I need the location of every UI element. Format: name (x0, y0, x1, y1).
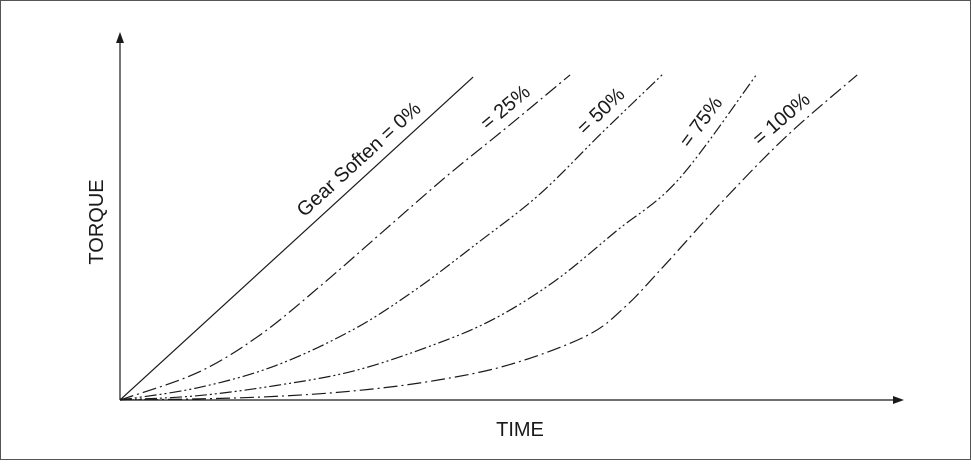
series-line-2 (119, 73, 664, 401)
series-line-4 (119, 74, 858, 401)
axes (116, 32, 904, 404)
y-axis-label: TORQUE (86, 179, 108, 264)
series-line-1 (119, 74, 571, 401)
x-axis-arrowhead (893, 396, 904, 404)
y-axis-arrowhead (116, 32, 124, 43)
series-group (119, 73, 858, 401)
x-axis-label: TIME (496, 419, 544, 441)
series-line-0 (119, 76, 474, 401)
series-line-3 (119, 74, 757, 401)
